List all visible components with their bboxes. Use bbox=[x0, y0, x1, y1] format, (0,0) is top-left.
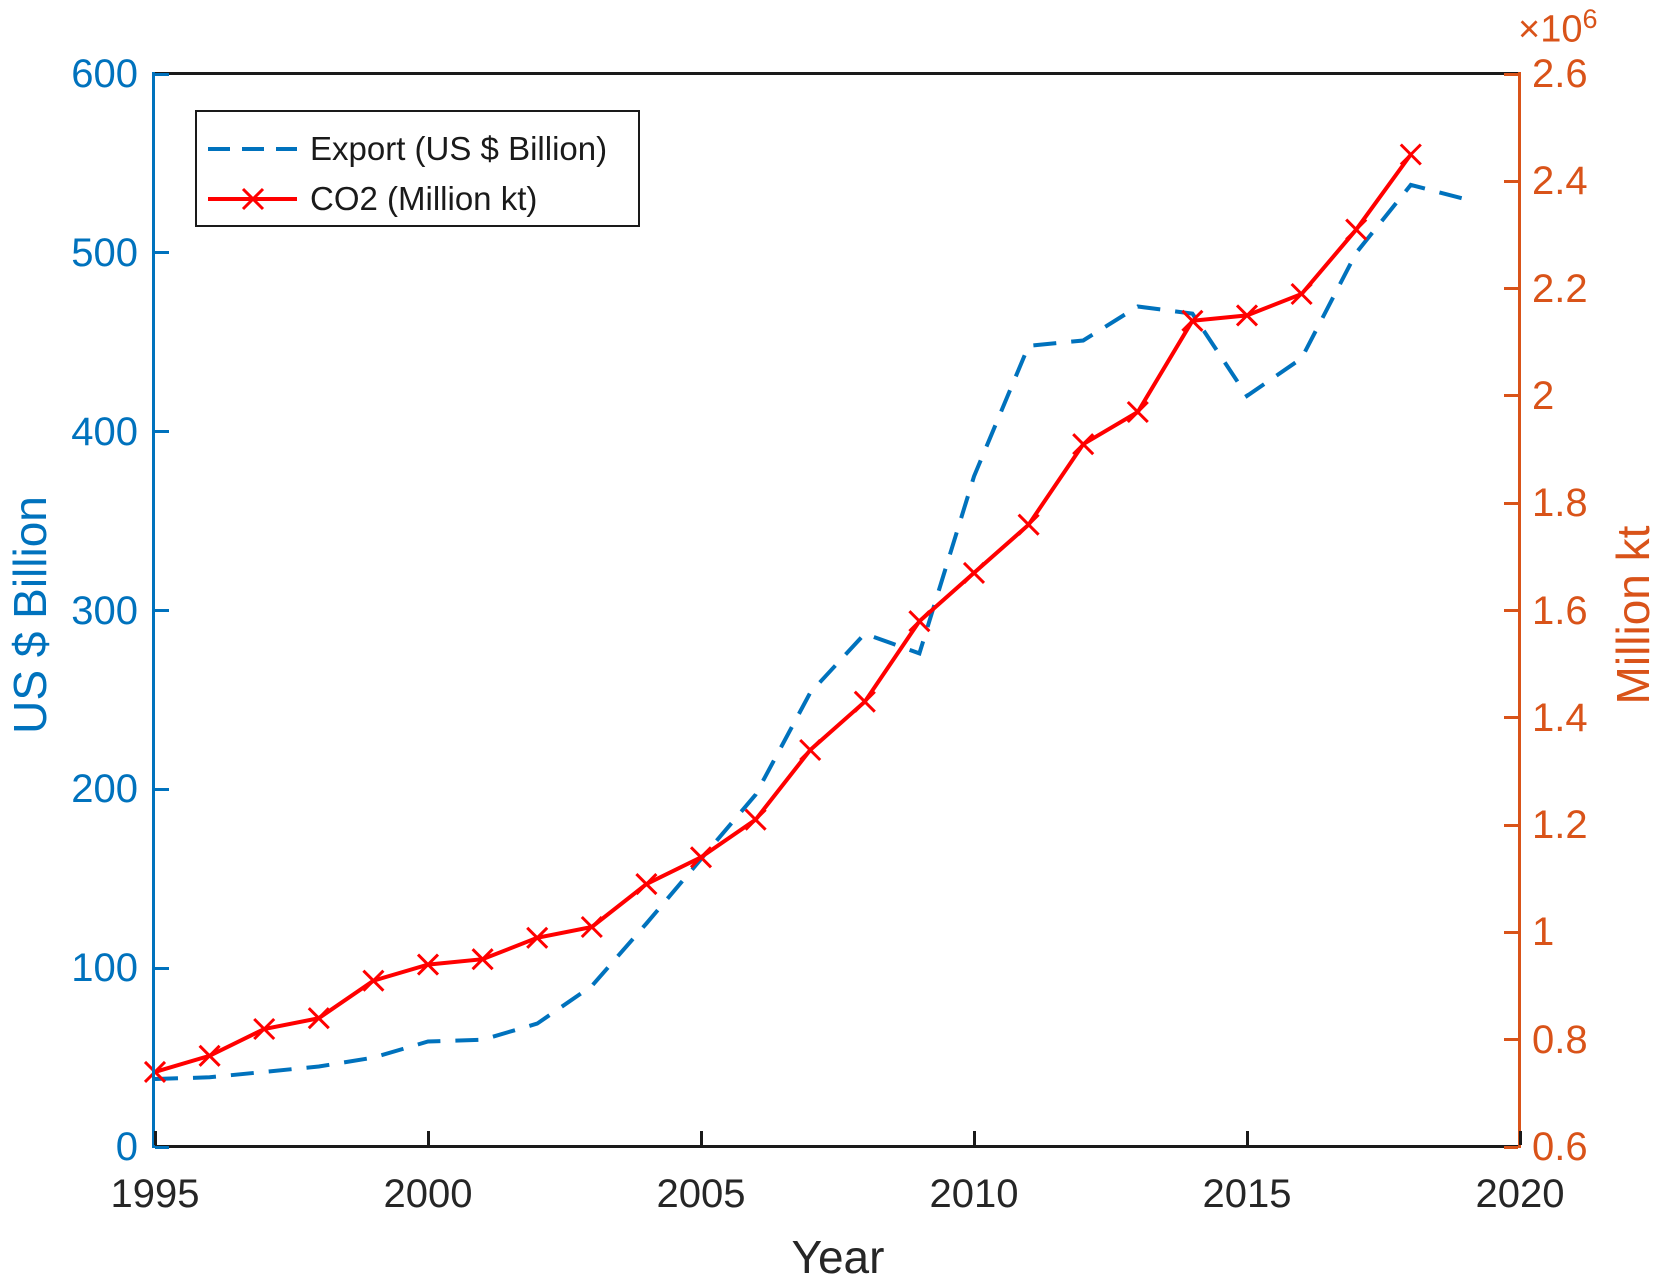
exponent-prefix: ×10 bbox=[1518, 8, 1583, 51]
legend-label-co2: CO2 (Million kt) bbox=[310, 180, 538, 217]
left-axis-tick bbox=[155, 430, 169, 434]
x-axis-tick-label: 2000 bbox=[383, 1172, 473, 1216]
right-axis-tick-label: 2.6 bbox=[1532, 52, 1588, 96]
right-axis-tick bbox=[1504, 609, 1518, 612]
series-line-co2 bbox=[154, 153, 1413, 1074]
legend-dashed-line-icon bbox=[208, 147, 297, 151]
right-axis-tick-label: 2.4 bbox=[1532, 159, 1588, 204]
left-axis-tick bbox=[155, 251, 169, 255]
x-axis-tick bbox=[153, 1131, 157, 1145]
legend: Export (US $ Billion) CO2 (Million kt) bbox=[195, 110, 640, 227]
x-axis-title: Year bbox=[791, 1231, 885, 1283]
right-y-axis-line bbox=[1518, 72, 1521, 1148]
x-axis-tick-label: 2020 bbox=[1475, 1172, 1565, 1216]
right-axis-tick-label: 1 bbox=[1532, 910, 1555, 955]
legend-x-marker-line-icon bbox=[208, 187, 297, 211]
left-axis-tick-label: 600 bbox=[71, 52, 138, 96]
left-axis-tick bbox=[155, 787, 169, 791]
series-x-markers-co2 bbox=[143, 143, 1422, 1083]
left-axis-tick-label: 200 bbox=[71, 767, 138, 812]
right-axis-tick bbox=[1504, 1038, 1518, 1042]
left-axis-tick bbox=[155, 72, 169, 76]
right-axis-tick bbox=[1504, 501, 1518, 505]
x-axis-tick bbox=[1245, 1131, 1249, 1145]
right-axis-exponent: ×106 bbox=[1518, 4, 1598, 52]
right-axis-tick bbox=[1504, 716, 1518, 720]
right-axis-tick-label: 2.2 bbox=[1532, 266, 1588, 311]
left-axis-tick bbox=[155, 966, 169, 970]
left-axis-tick-label: 500 bbox=[71, 230, 138, 275]
right-axis-tick-label: 1.6 bbox=[1532, 588, 1588, 633]
left-axis-tick bbox=[155, 609, 169, 612]
x-axis-tick-label: 2015 bbox=[1202, 1172, 1292, 1216]
x-axis-tick-label: 2005 bbox=[656, 1172, 746, 1216]
x-axis-tick-label: 1995 bbox=[110, 1172, 200, 1216]
x-axis-tick bbox=[426, 1131, 430, 1145]
x-axis-tick bbox=[1518, 1131, 1522, 1145]
left-axis-tick-label: 400 bbox=[71, 409, 138, 454]
right-axis-tick-label: 2 bbox=[1532, 373, 1555, 418]
legend-entry-co2: CO2 (Million kt) bbox=[197, 174, 638, 224]
right-axis-tick bbox=[1504, 287, 1518, 291]
plot-area bbox=[143, 143, 1466, 1083]
right-axis-tick-label: 0.8 bbox=[1532, 1017, 1588, 1062]
legend-entry-export: Export (US $ Billion) bbox=[197, 124, 638, 174]
x-axis-line bbox=[152, 1145, 1521, 1148]
right-axis-tick bbox=[1504, 72, 1518, 76]
x-axis-tick bbox=[972, 1131, 976, 1145]
exponent-power: 6 bbox=[1582, 4, 1598, 34]
left-axis-tick-label: 300 bbox=[71, 588, 138, 633]
left-axis-tick-label: 100 bbox=[71, 946, 138, 991]
right-axis-tick bbox=[1504, 930, 1518, 934]
right-axis-tick-label: 1.8 bbox=[1532, 481, 1588, 526]
right-axis-tick-label: 1.4 bbox=[1532, 695, 1588, 740]
legend-label-export: Export (US $ Billion) bbox=[310, 130, 608, 167]
series-line-export bbox=[154, 182, 1466, 1081]
right-axis-tick bbox=[1504, 1145, 1518, 1149]
right-axis-tick-label: 0.6 bbox=[1532, 1125, 1588, 1169]
left-axis-tick bbox=[155, 1145, 169, 1149]
x-axis-tick bbox=[699, 1131, 703, 1145]
left-axis-tick-label: 0 bbox=[115, 1125, 138, 1169]
left-y-axis-line bbox=[152, 72, 155, 1148]
right-axis-tick bbox=[1504, 823, 1518, 827]
right-axis-tick bbox=[1504, 394, 1518, 398]
right-axis-tick-label: 1.2 bbox=[1532, 803, 1588, 848]
right-axis-tick bbox=[1504, 179, 1518, 183]
top-spine bbox=[152, 72, 1521, 75]
x-axis-tick-label: 2010 bbox=[929, 1172, 1019, 1216]
